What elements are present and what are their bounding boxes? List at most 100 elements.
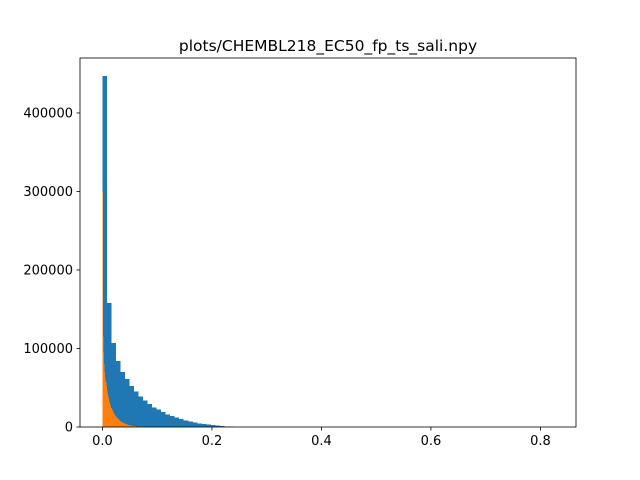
histogram-bar-series-2 [107,395,109,427]
y-tick-label: 100000 [23,342,73,357]
histogram-bar-series-2 [110,404,111,427]
histogram-bar-series-2 [122,422,124,427]
histogram-bar-series-2 [134,426,135,427]
histogram-bar-series-2 [111,409,113,427]
histogram-bar-series-1 [147,404,153,427]
histogram-bar-series-1 [152,407,157,427]
histogram-bar-series-2 [119,420,121,427]
histogram-bar-series-2 [116,416,117,427]
histogram-bar-series-2 [121,421,122,427]
histogram-bar-series-2 [131,425,133,427]
histogram-bar-series-2 [120,421,122,427]
histogram-bar-series-2 [125,423,126,427]
histogram-bar-series-2 [112,410,113,427]
x-tick-label: 0.0 [92,434,113,449]
histogram-bar-series-2 [133,425,134,427]
histogram-bar-series-1 [210,425,216,427]
histogram-bar-series-1 [134,391,139,427]
histogram-bar-series-2 [104,372,106,427]
histogram-bar-series-1 [192,422,198,427]
histogram-bar-series-2 [108,397,110,427]
histogram-bar-series-2 [125,424,127,427]
x-tick-label: 0.8 [530,434,551,449]
histogram-bar-series-1 [138,396,144,427]
histogram-bar-series-2 [117,418,119,427]
histogram-bar-series-2 [127,424,129,427]
y-tick-label: 400000 [23,106,73,121]
histogram-bar-series-2 [106,390,108,427]
histogram-bar-series-1 [156,409,162,427]
histogram-bar-series-2 [112,411,114,427]
histogram-bar-series-2 [128,425,130,427]
histogram-bar-series-1 [129,386,135,427]
histogram-bar-series-1 [102,76,107,428]
histogram-bar-series-2 [105,382,107,427]
x-tick-label: 0.6 [421,434,442,449]
histogram-bar-series-2 [118,419,119,427]
histogram-bar-series-1 [215,425,220,427]
histogram-bar-series-2 [121,421,123,427]
histogram-bar-series-1 [120,372,126,427]
histogram-bar-series-1 [201,424,207,427]
histogram-bar-series-2 [115,416,117,427]
histogram-bar-series-2 [123,423,125,427]
histogram-bar-series-2 [130,425,132,427]
x-tick-label: 0.2 [202,434,223,449]
histogram-bar-series-2 [132,425,134,427]
histogram-bar-series-2 [106,386,107,427]
histogram-bar-series-2 [113,413,115,427]
histogram-bar-series-1 [161,412,166,427]
histogram-bar-series-2 [130,425,131,427]
chart-title: plots/CHEMBL218_EC50_fp_ts_sali.npy [179,37,477,56]
histogram-bar-series-1 [125,379,130,427]
y-tick-label: 200000 [23,263,73,278]
histogram-bar-series-2 [109,402,111,427]
histogram-bar-series-2 [128,424,129,427]
y-tick-label: 0 [65,421,73,436]
histogram-bar-series-1 [188,421,193,427]
histogram-bar-series-1 [165,414,171,427]
histogram-bar-series-2 [104,364,105,427]
histogram-bar-series-2 [124,423,125,427]
bars-layer [102,76,279,428]
histogram-bar-series-1 [174,417,180,427]
histogram-bar-series-2 [110,406,112,427]
plot-frame [79,57,577,428]
histogram-bar-series-2 [129,425,130,427]
histogram-bar-series-2 [126,424,128,427]
histogram-bar-series-2 [102,336,104,427]
histogram-bar-series-2 [118,419,120,427]
histogram-bar-series-2 [107,393,108,427]
histogram-bar-series-2 [117,418,118,427]
histogram-bar-series-1 [206,424,211,427]
histogram-bar-series-2 [133,426,135,427]
histogram-bar-series-2 [134,426,136,427]
histogram-bar-series-1 [106,302,112,427]
histogram-bar-series-2 [116,417,118,427]
histogram-bar-series-2 [122,422,123,427]
histogram-bar-series-2 [109,400,110,427]
histogram-bar-series-1 [179,419,184,427]
histogram-bar-series-1 [143,400,148,427]
histogram-bar-series-2 [124,423,126,427]
histogram-bar-series-2 [115,415,116,427]
histogram-bar-series-1 [219,425,225,427]
histogram-bar-series-2 [132,425,133,427]
histogram-bar-series-1 [197,423,202,427]
axes-layer: 0.0 0.2 0.4 0.6 0.8 0 100000 200000 300000 400000 [23,57,577,449]
y-tick-label: 300000 [23,185,73,200]
histogram-bar-series-2 [111,407,112,427]
histogram-bar-series-2 [103,352,105,427]
histogram-bar-series-2 [102,191,103,427]
histogram-bar-series-2 [129,425,131,427]
histogram-bar-series-2 [114,414,116,427]
histogram-bar-series-2 [127,424,128,427]
histogram-bar-series-1 [115,361,121,427]
histogram-bar-series-2 [119,420,120,427]
x-tick-label: 0.4 [311,434,332,449]
histogram-bar-series-1 [111,342,116,427]
histogram-bar-series-1 [170,416,175,427]
histogram-bar-series-2 [105,377,106,427]
histogram-bar-series-1 [183,420,189,427]
